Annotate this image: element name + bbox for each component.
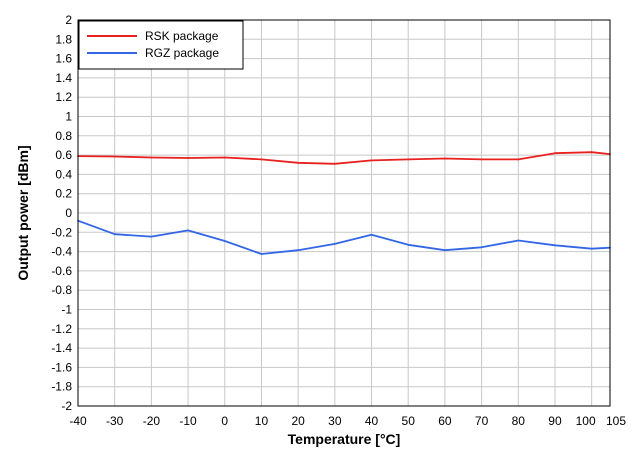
data-point-rsk <box>223 156 226 159</box>
y-tick-label: 1.6 <box>55 52 72 66</box>
y-tick-label: 0.6 <box>55 148 72 162</box>
y-tick-label: -0.4 <box>51 245 72 259</box>
x-tick-label: 50 <box>402 414 416 428</box>
y-axis-title: Output power [dBm] <box>15 145 31 280</box>
x-tick-label: 30 <box>328 414 342 428</box>
y-tick-label: 1.8 <box>55 32 72 46</box>
x-tick-labels: -40 -30 -20 -10 0 10 20 30 40 50 60 70 80 90 100 105 <box>69 414 626 428</box>
x-axis-title: Temperature [°C] <box>288 431 401 447</box>
data-point-rgz <box>407 243 410 246</box>
y-tick-label: 1.2 <box>55 90 72 104</box>
x-tick-label: 70 <box>475 414 489 428</box>
x-tick-label: -20 <box>143 414 161 428</box>
legend-box <box>78 20 244 70</box>
data-point-rsk <box>407 158 410 161</box>
grid-lines <box>77 19 611 407</box>
data-point-rgz <box>590 247 593 250</box>
x-tick-label: 0 <box>221 414 228 428</box>
data-point-rgz <box>187 229 189 232</box>
data-point-rsk <box>554 152 556 155</box>
data-point-rsk <box>297 161 300 164</box>
x-tick-label: 105 <box>606 414 626 428</box>
y-tick-label: -1.4 <box>51 341 72 355</box>
data-point-rgz <box>517 239 520 242</box>
y-tick-label: 0.4 <box>55 167 72 181</box>
y-tick-label: 1.4 <box>55 71 72 85</box>
x-tick-label: 10 <box>255 414 269 428</box>
y-tick-label: -1 <box>61 303 72 317</box>
series-layer <box>77 151 611 255</box>
x-tick-label: -10 <box>179 414 197 428</box>
data-point-rgz <box>554 244 556 247</box>
x-tick-label: -30 <box>106 414 124 428</box>
data-point-rgz <box>370 233 373 236</box>
x-tick-label: 40 <box>365 414 379 428</box>
data-point-rsk <box>590 151 593 154</box>
plot-frame <box>77 19 611 407</box>
data-point-rsk <box>113 155 116 158</box>
x-tick-label: 100 <box>576 414 596 428</box>
y-tick-label: 0.8 <box>55 129 72 143</box>
y-tick-label: -0.6 <box>51 264 72 278</box>
data-point-rgz <box>333 242 336 245</box>
y-tick-label: -1.2 <box>51 322 72 336</box>
data-point-rgz <box>113 233 116 236</box>
y-tick-label: -0.2 <box>51 225 72 239</box>
data-point-rsk <box>260 158 263 161</box>
data-point-rgz <box>297 249 300 252</box>
x-tick-label: 90 <box>548 414 562 428</box>
legend: RSK package RGZ package <box>78 20 244 70</box>
series-line-rsk <box>77 151 611 165</box>
legend-label-rsk: RSK package <box>145 29 219 43</box>
data-point-rsk <box>333 162 336 165</box>
x-tick-label: 80 <box>512 414 526 428</box>
data-point-rsk <box>187 157 189 159</box>
y-tick-label: 0.2 <box>55 187 72 201</box>
x-tick-label: -40 <box>69 414 87 428</box>
data-point-rgz <box>480 246 483 249</box>
y-tick-label: -0.8 <box>51 283 72 297</box>
x-tick-label: 20 <box>291 414 305 428</box>
x-tick-label: 60 <box>438 414 452 428</box>
y-tick-label: 2 <box>65 13 72 27</box>
data-point-rgz <box>443 249 446 252</box>
data-point-rsk <box>443 157 446 160</box>
series-line-rgz <box>77 219 611 255</box>
y-tick-label: 1 <box>65 110 72 124</box>
data-point-rsk <box>370 159 373 162</box>
data-point-rgz <box>260 253 263 255</box>
y-tick-label: 0 <box>65 206 72 220</box>
data-point-rgz <box>150 235 153 238</box>
y-tick-label: -1.8 <box>51 380 72 394</box>
data-point-rsk <box>150 156 153 159</box>
y-tick-label: -2 <box>61 399 72 413</box>
y-tick-labels: 2 1.8 1.6 1.4 1.2 1 0.8 0.6 0.4 0.2 0 -0.2 -0.4 -0.6 -… <box>51 13 72 413</box>
data-point-rgz <box>223 240 226 242</box>
data-point-rsk <box>480 158 483 161</box>
legend-label-rgz: RGZ package <box>145 46 219 60</box>
y-tick-label: -1.6 <box>51 360 72 374</box>
data-point-rsk <box>517 158 520 161</box>
